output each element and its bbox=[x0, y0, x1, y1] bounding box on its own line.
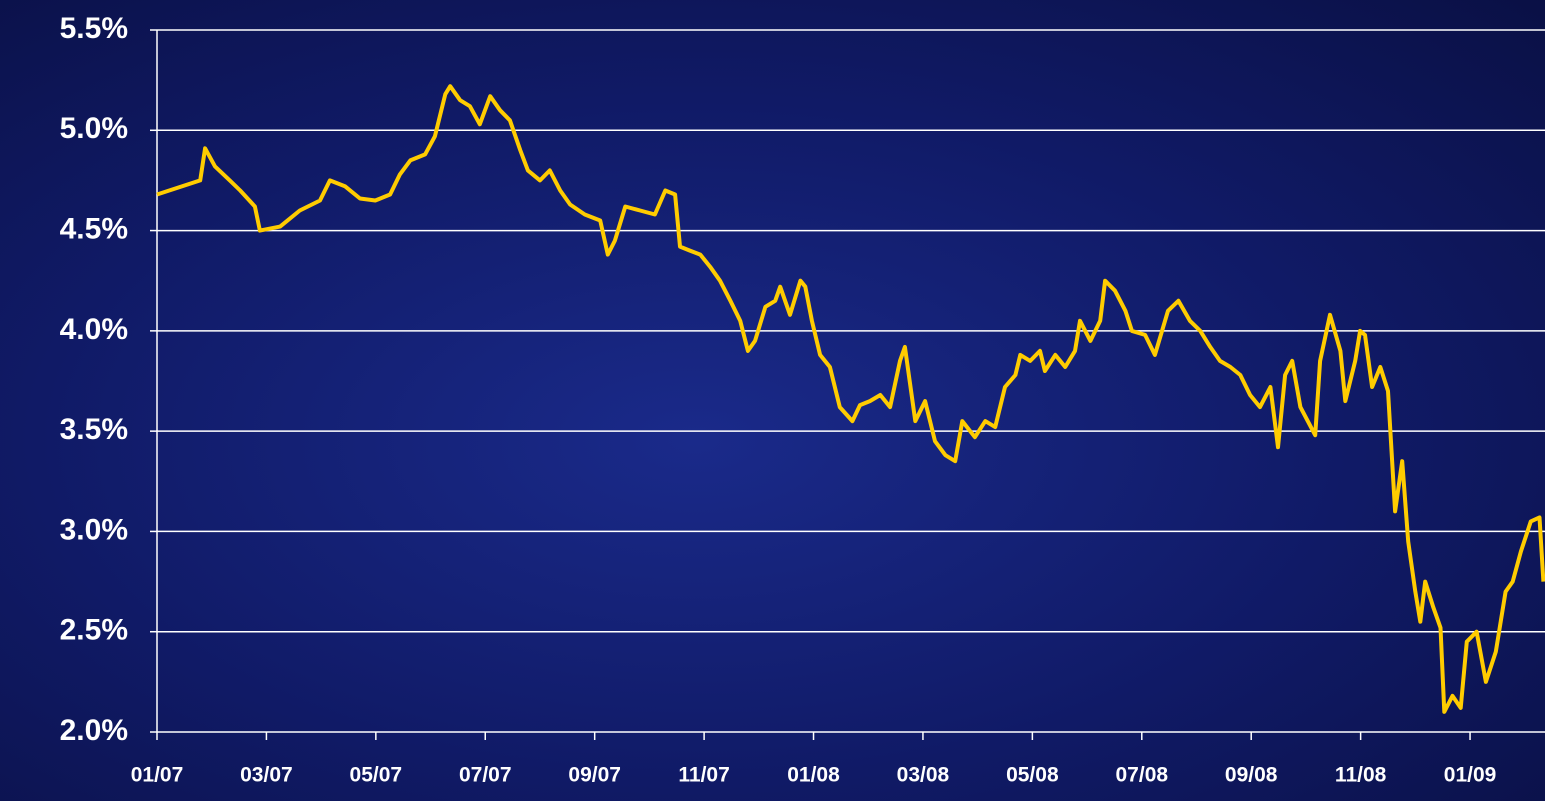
y-tick-label: 4.5% bbox=[60, 212, 128, 245]
x-tick-label: 11/07 bbox=[678, 764, 729, 787]
y-tick-label: 5.5% bbox=[60, 12, 128, 45]
y-tick-label: 2.0% bbox=[60, 714, 128, 747]
x-tick-label: 01/08 bbox=[787, 764, 840, 787]
x-tick-label: 07/08 bbox=[1116, 764, 1169, 787]
x-tick-label: 01/07 bbox=[131, 764, 184, 787]
x-tick-label: 03/07 bbox=[240, 764, 293, 787]
y-tick-label: 4.0% bbox=[60, 313, 128, 346]
x-tick-label: 03/08 bbox=[897, 764, 950, 787]
y-tick-label: 3.5% bbox=[60, 413, 128, 446]
x-tick-label: 09/08 bbox=[1225, 764, 1278, 787]
y-tick-label: 2.5% bbox=[60, 614, 128, 647]
x-tick-label: 07/07 bbox=[459, 764, 512, 787]
x-tick-label: 05/08 bbox=[1006, 764, 1059, 787]
x-tick-label: 01/09 bbox=[1444, 764, 1497, 787]
y-tick-label: 5.0% bbox=[60, 112, 128, 145]
y-tick-label: 3.0% bbox=[60, 513, 128, 546]
x-tick-label: 05/07 bbox=[350, 764, 403, 787]
x-tick-label: 11/08 bbox=[1335, 764, 1387, 787]
x-tick-label: 09/07 bbox=[568, 764, 621, 787]
data-line bbox=[156, 84, 1545, 714]
